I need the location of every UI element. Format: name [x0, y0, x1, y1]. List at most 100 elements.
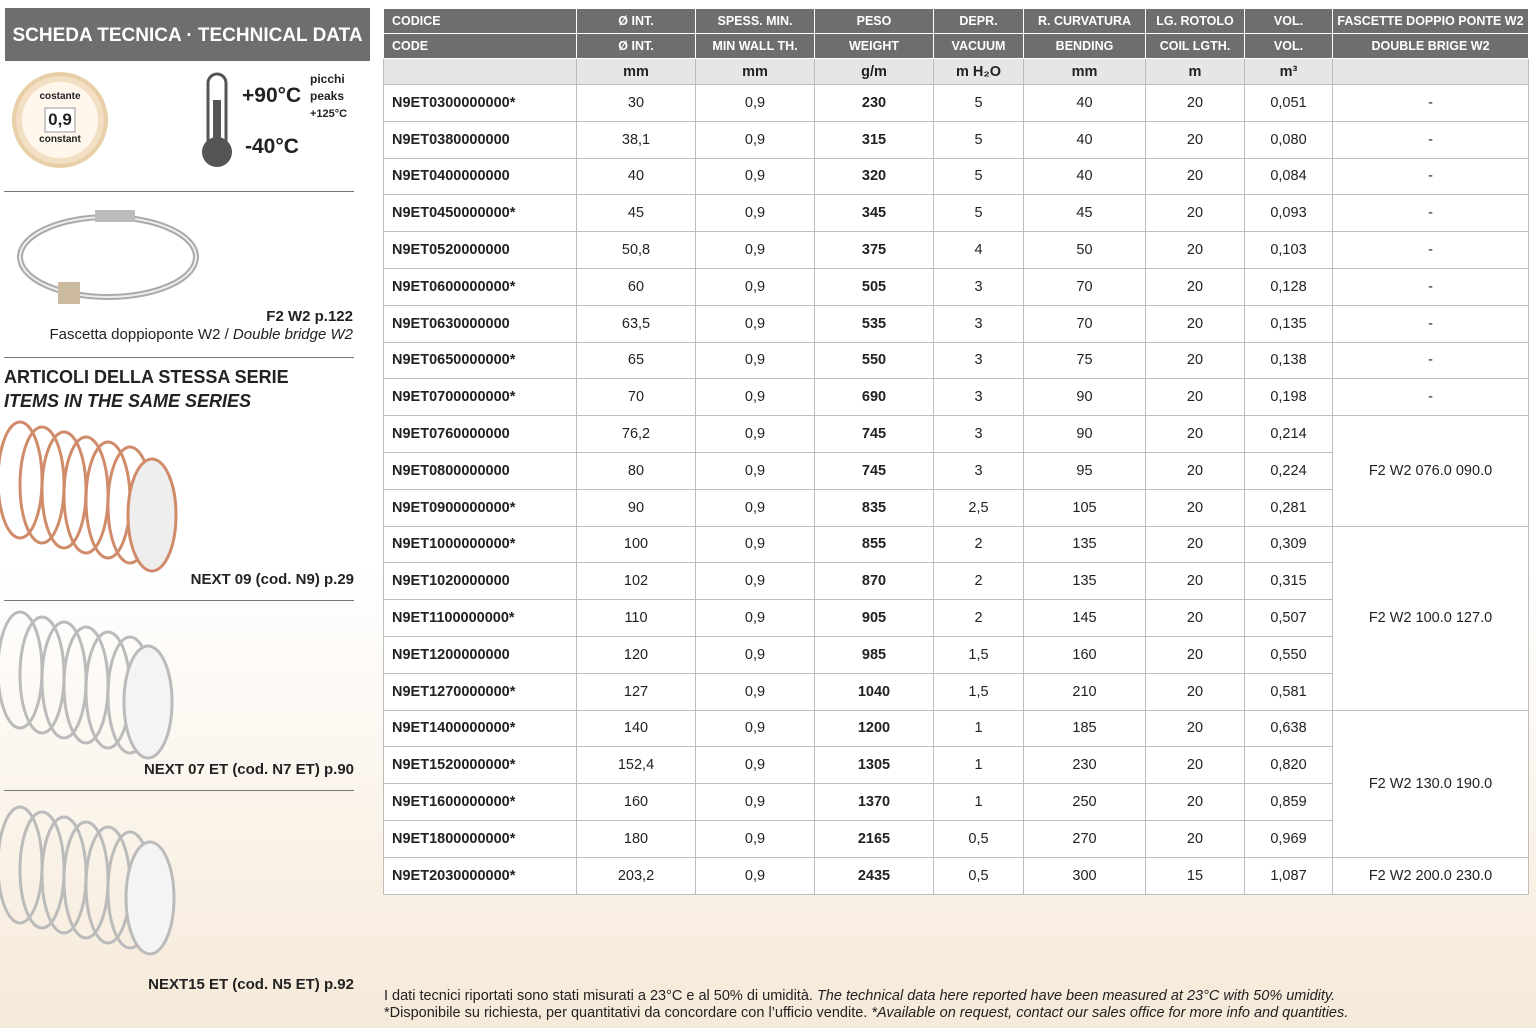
cell: 75 [1023, 341, 1146, 380]
cell: 1,087 [1244, 856, 1333, 895]
temp-max: +90°C [242, 84, 302, 107]
data-row: N9ET0650000000* 65 0,9 550 3 75 20 0,138- [383, 341, 1529, 380]
cell: 0,9 [695, 746, 815, 785]
cell: 0,9 [695, 635, 815, 674]
cell: 100 [576, 525, 696, 564]
code-cell: N9ET1800000000* [383, 819, 577, 858]
cell: 102 [576, 562, 696, 601]
cell: 0,9 [695, 267, 815, 306]
cell: 45 [1023, 194, 1146, 233]
cell: 270 [1023, 819, 1146, 858]
cell: 65 [576, 341, 696, 380]
code-cell: N9ET0630000000 [383, 304, 577, 343]
code-cell: N9ET1600000000* [383, 783, 577, 821]
cell: 0,9 [695, 599, 815, 637]
code-cell: N9ET1020000000 [383, 562, 577, 601]
units-row: mm mm g/m m H₂O mm m m³ [383, 58, 1529, 85]
clamp-caption-en: Double bridge W2 [232, 326, 353, 343]
cell: 0,080 [1244, 120, 1333, 159]
cell: 0,9 [695, 709, 815, 748]
data-row: N9ET1100000000* 110 0,9 905 2 145 20 0,507 [383, 599, 1529, 637]
cell: 855 [814, 525, 934, 564]
cell: 40 [1023, 157, 1146, 196]
cell: 5 [933, 84, 1024, 122]
cell: 140 [576, 709, 696, 748]
code-cell: N9ET0380000000 [383, 120, 577, 159]
cell: 135 [1023, 525, 1146, 564]
header-cell: WEIGHT [814, 33, 934, 59]
header-cell: R. CURVATURA [1023, 8, 1146, 34]
data-row: N9ET0300000000* 30 0,9 230 5 40 20 0,051- [383, 84, 1529, 122]
cell: 230 [814, 84, 934, 122]
cell: 0,9 [695, 378, 815, 417]
code-cell: N9ET0520000000 [383, 231, 577, 269]
cell: 345 [814, 194, 934, 233]
unit-cell: m [1145, 58, 1245, 85]
cell: 905 [814, 599, 934, 637]
cell: 20 [1145, 525, 1245, 564]
cell: 5 [933, 120, 1024, 159]
header-cell: FASCETTE DOPPIO PONTE W2 [1332, 8, 1529, 34]
cell: 76,2 [576, 415, 696, 453]
cell: - [1332, 157, 1529, 196]
cell: 20 [1145, 267, 1245, 306]
data-row: N9ET0380000000 38,1 0,9 315 5 40 20 0,080- [383, 120, 1529, 159]
code-cell: N9ET1520000000* [383, 746, 577, 785]
code-cell: N9ET1000000000* [383, 525, 577, 564]
cell: 0,224 [1244, 451, 1333, 490]
cell: - [1332, 194, 1529, 233]
cell: - [1332, 378, 1529, 417]
cell: 4 [933, 231, 1024, 269]
data-row: N9ET0760000000 76,2 0,9 745 3 90 20 0,214 F2 W2 … [383, 415, 1529, 527]
cell: 20 [1145, 84, 1245, 122]
header-cell: Ø INT. [576, 33, 696, 59]
code-cell: N9ET0600000000* [383, 267, 577, 306]
cell: 203,2 [576, 856, 696, 895]
data-row: N9ET0700000000* 70 0,9 690 3 90 20 0,198- [383, 378, 1529, 417]
data-row: N9ET1270000000* 127 0,9 1040 1,5 210 20 0,581 [383, 672, 1529, 711]
cell: 0,9 [695, 157, 815, 196]
footer-it: *Disponibile su richiesta, per quantitat… [384, 1005, 872, 1021]
cell: 0,9 [695, 562, 815, 601]
cell: - [1332, 231, 1529, 269]
cell: 160 [576, 783, 696, 821]
cell: 40 [1023, 84, 1146, 122]
cell: 40 [1023, 120, 1146, 159]
cell: 80 [576, 451, 696, 490]
footer-en: The technical data here reported have be… [816, 988, 1336, 1004]
cell: 20 [1145, 635, 1245, 674]
separator [4, 357, 354, 358]
cell: 0,507 [1244, 599, 1333, 637]
item-label: NEXT15 ET (cod. N5 ET) p.92 [148, 976, 354, 993]
cell: 3 [933, 451, 1024, 490]
cell: 180 [576, 819, 696, 858]
cell: 0,9 [695, 231, 815, 269]
cell: 40 [576, 157, 696, 196]
temp-min: -40°C [245, 135, 299, 158]
cell: 230 [1023, 746, 1146, 785]
series-title-en: ITEMS IN THE SAME SERIES [4, 391, 252, 411]
code-cell: N9ET0700000000* [383, 378, 577, 417]
footer-line: I dati tecnici riportati sono stati misu… [384, 988, 1348, 1005]
footer-en: *Available on request, contact our sales… [871, 1005, 1349, 1021]
cell: 1370 [814, 783, 934, 821]
data-row: N9ET1800000000* 180 0,9 2165 0,5 270 20 0,969 [383, 819, 1529, 858]
cell: 3 [933, 415, 1024, 453]
header-cell: BENDING [1023, 33, 1146, 59]
code-cell: N9ET0800000000 [383, 451, 577, 490]
cell: 45 [576, 194, 696, 233]
cell: 0,103 [1244, 231, 1333, 269]
peaks-value: +125°C [310, 108, 348, 120]
cell: 315 [814, 120, 934, 159]
cell: 5 [933, 194, 1024, 233]
data-row: N9ET0520000000 50,8 0,9 375 4 50 20 0,103- [383, 231, 1529, 269]
cell: 0,093 [1244, 194, 1333, 233]
cell: 300 [1023, 856, 1146, 895]
unit-cell: m³ [1244, 58, 1333, 85]
code-cell: N9ET0900000000* [383, 488, 577, 527]
header-cell: Ø INT. [576, 8, 696, 34]
cell: 185 [1023, 709, 1146, 748]
cell: 0,9 [695, 856, 815, 895]
clamp-caption-it: Fascetta doppioponte W2 / [49, 326, 233, 343]
code-cell: N9ET1100000000* [383, 599, 577, 637]
